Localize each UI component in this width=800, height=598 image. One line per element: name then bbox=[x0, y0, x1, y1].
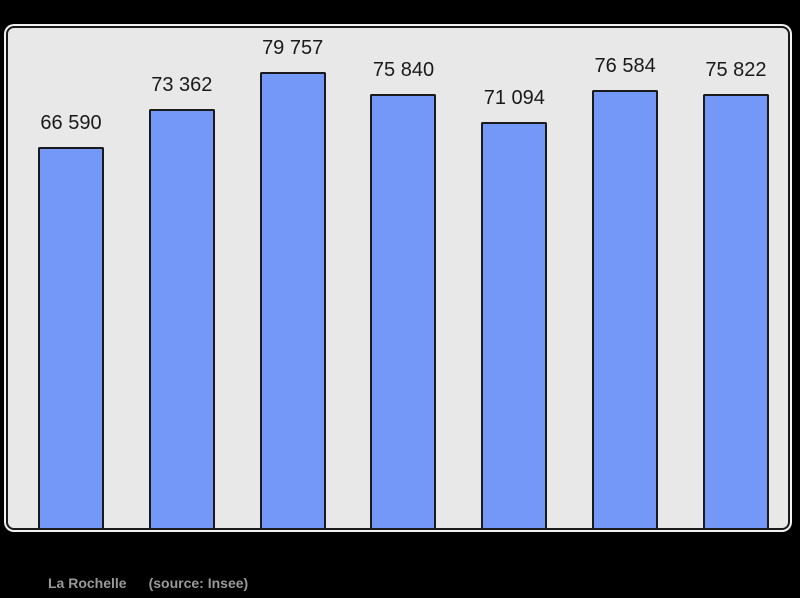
bar bbox=[148, 109, 215, 528]
bar-value-label: 71 094 bbox=[483, 87, 545, 109]
bar-value-label: 79 757 bbox=[262, 37, 324, 59]
chart-caption: La Rochelle (source: Insee) bbox=[48, 575, 248, 591]
bars-container: 66 590 73 362 79 757 75 840 71 094 76 58… bbox=[8, 28, 788, 528]
bar-value-label: 75 840 bbox=[372, 59, 435, 81]
bar-group: 71 094 bbox=[481, 87, 548, 528]
bar bbox=[370, 94, 437, 528]
bar bbox=[259, 72, 326, 528]
caption-source: (source: Insee) bbox=[148, 575, 249, 591]
bar-group: 75 840 bbox=[370, 59, 437, 528]
bar bbox=[38, 147, 104, 528]
bar-value-label: 73 362 bbox=[151, 74, 213, 96]
bar-value-label: 75 822 bbox=[705, 59, 767, 81]
bar bbox=[481, 122, 548, 528]
bar-group: 73 362 bbox=[148, 74, 215, 528]
bar-group: 76 584 bbox=[592, 55, 659, 528]
caption-title: La Rochelle bbox=[48, 575, 127, 591]
bar-value-label: 66 590 bbox=[40, 112, 102, 134]
bar bbox=[592, 90, 659, 528]
bar-value-label: 76 584 bbox=[594, 55, 656, 77]
bar bbox=[702, 94, 769, 528]
bar-group: 66 590 bbox=[38, 112, 104, 528]
bar-group: 79 757 bbox=[259, 37, 326, 528]
plot-area: 66 590 73 362 79 757 75 840 71 094 76 58… bbox=[6, 26, 790, 530]
bar-group: 75 822 bbox=[702, 59, 769, 528]
